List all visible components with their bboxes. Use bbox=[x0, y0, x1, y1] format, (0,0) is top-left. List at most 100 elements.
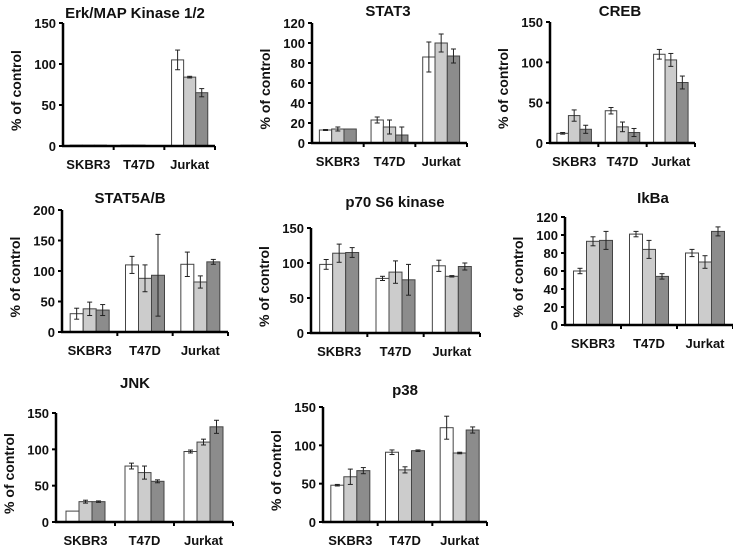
bar bbox=[330, 484, 345, 523]
chart-panel: STAT3 % of control 0 20 40 60 80 100 120 SKBR3 T47… bbox=[257, 3, 468, 169]
y-tick-label: 0 bbox=[297, 326, 304, 341]
bar bbox=[444, 275, 459, 334]
y-tick-label: 100 bbox=[282, 256, 304, 271]
chart-panel: CREB % of control 0 50 100 150 SKBR3 T47D Jurkat bbox=[495, 3, 696, 169]
bar bbox=[398, 469, 412, 523]
bar bbox=[655, 275, 669, 326]
y-tick-label: 100 bbox=[521, 55, 543, 70]
chart-title: p70 S6 kinase bbox=[345, 194, 444, 211]
bar bbox=[356, 470, 371, 523]
x-tick-label: Jurkat bbox=[181, 343, 221, 358]
y-axis-label: % of control bbox=[256, 246, 272, 327]
bar bbox=[332, 252, 347, 334]
x-tick-label: SKBR3 bbox=[66, 157, 110, 172]
chart-panel: Erk/MAP Kinase 1/2 % of control 0 50 100 150 S… bbox=[8, 5, 216, 172]
x-tick-label: Jurkat bbox=[651, 154, 691, 169]
bar bbox=[345, 252, 360, 334]
bar bbox=[319, 263, 334, 334]
x-tick-label: Jurkat bbox=[170, 157, 210, 172]
bar bbox=[209, 426, 224, 523]
bar bbox=[196, 441, 211, 523]
bar bbox=[676, 82, 689, 144]
bar bbox=[150, 480, 165, 523]
chart-title: STAT3 bbox=[365, 3, 410, 20]
x-tick-label: Jurkat bbox=[184, 533, 224, 548]
x-tick-label: T47D bbox=[129, 343, 161, 358]
chart-title: p38 bbox=[392, 382, 418, 399]
bar bbox=[318, 129, 333, 144]
chart-panel: p38 % of control 0 50 100 150 SKBR3 T47D Jurkat bbox=[268, 382, 488, 548]
x-tick-label: T47D bbox=[129, 533, 161, 548]
bar bbox=[193, 281, 208, 333]
y-tick-label: 150 bbox=[282, 221, 304, 236]
bar bbox=[183, 451, 198, 523]
y-axis-label: % of control bbox=[8, 50, 24, 131]
y-tick-label: 100 bbox=[27, 442, 49, 457]
y-tick-label: 50 bbox=[290, 291, 304, 306]
bar bbox=[586, 240, 600, 326]
bar bbox=[698, 261, 712, 326]
x-tick-label: SKBR3 bbox=[68, 343, 112, 358]
y-tick-label: 60 bbox=[291, 76, 305, 91]
bar bbox=[604, 110, 618, 144]
y-tick-label: 0 bbox=[49, 139, 56, 154]
y-axis-label: % of control bbox=[268, 430, 284, 511]
chart-panel: p70 S6 kinase % of control 0 50 100 150 SKBR3 T… bbox=[256, 194, 481, 359]
y-tick-label: 0 bbox=[298, 136, 305, 151]
x-tick-label: Jurkat bbox=[432, 344, 472, 359]
y-tick-label: 100 bbox=[33, 264, 55, 279]
y-tick-label: 150 bbox=[521, 15, 543, 30]
bar bbox=[65, 510, 80, 523]
y-tick-label: 100 bbox=[283, 36, 305, 51]
bar bbox=[711, 230, 725, 326]
chart-title: IkBa bbox=[637, 190, 669, 207]
x-tick-label: T47D bbox=[389, 533, 421, 548]
x-tick-label: SKBR3 bbox=[317, 344, 361, 359]
y-tick-label: 50 bbox=[35, 479, 49, 494]
x-tick-label: T47D bbox=[123, 157, 155, 172]
y-axis-label: % of control bbox=[7, 237, 23, 318]
y-tick-label: 0 bbox=[48, 325, 55, 340]
bar bbox=[137, 472, 152, 523]
y-tick-label: 100 bbox=[34, 57, 56, 72]
x-tick-label: SKBR3 bbox=[571, 336, 615, 351]
bar bbox=[183, 76, 197, 147]
chart-title: JNK bbox=[120, 375, 150, 392]
y-axis-label: % of control bbox=[510, 237, 526, 318]
y-tick-label: 0 bbox=[536, 136, 543, 151]
chart-title: Erk/MAP Kinase 1/2 bbox=[65, 5, 205, 22]
bar bbox=[411, 450, 425, 523]
y-tick-label: 20 bbox=[544, 300, 558, 315]
y-tick-label: 50 bbox=[302, 477, 316, 492]
bar bbox=[91, 501, 106, 523]
x-tick-label: Jurkat bbox=[422, 154, 462, 169]
y-tick-label: 150 bbox=[294, 400, 316, 415]
y-tick-label: 50 bbox=[529, 96, 543, 111]
chart-title: STAT5A/B bbox=[94, 190, 165, 207]
chart-panel: JNK % of control 0 50 100 150 SKBR3 T47D Jurkat bbox=[1, 375, 234, 548]
bar bbox=[457, 266, 472, 334]
y-tick-label: 40 bbox=[291, 96, 305, 111]
bar bbox=[375, 277, 390, 334]
y-tick-label: 0 bbox=[551, 318, 558, 333]
y-tick-label: 120 bbox=[536, 210, 558, 225]
y-tick-label: 80 bbox=[291, 56, 305, 71]
bar bbox=[556, 132, 569, 144]
chart-title: CREB bbox=[599, 3, 642, 20]
bar bbox=[431, 265, 446, 334]
bar bbox=[653, 53, 666, 144]
bar bbox=[465, 429, 480, 523]
x-tick-label: SKBR3 bbox=[316, 154, 360, 169]
y-tick-label: 50 bbox=[41, 295, 55, 310]
x-tick-label: T47D bbox=[633, 336, 665, 351]
chart-panel: STAT5A/B % of control 0 50 100 150 200 SKBR3 T47… bbox=[7, 190, 229, 358]
bar bbox=[573, 270, 587, 326]
bar bbox=[434, 42, 448, 144]
bar bbox=[642, 248, 656, 326]
x-tick-label: T47D bbox=[374, 154, 406, 169]
y-tick-label: 60 bbox=[544, 264, 558, 279]
y-tick-label: 150 bbox=[27, 406, 49, 421]
bar bbox=[206, 261, 221, 333]
y-tick-label: 100 bbox=[536, 228, 558, 243]
bar bbox=[125, 264, 139, 333]
